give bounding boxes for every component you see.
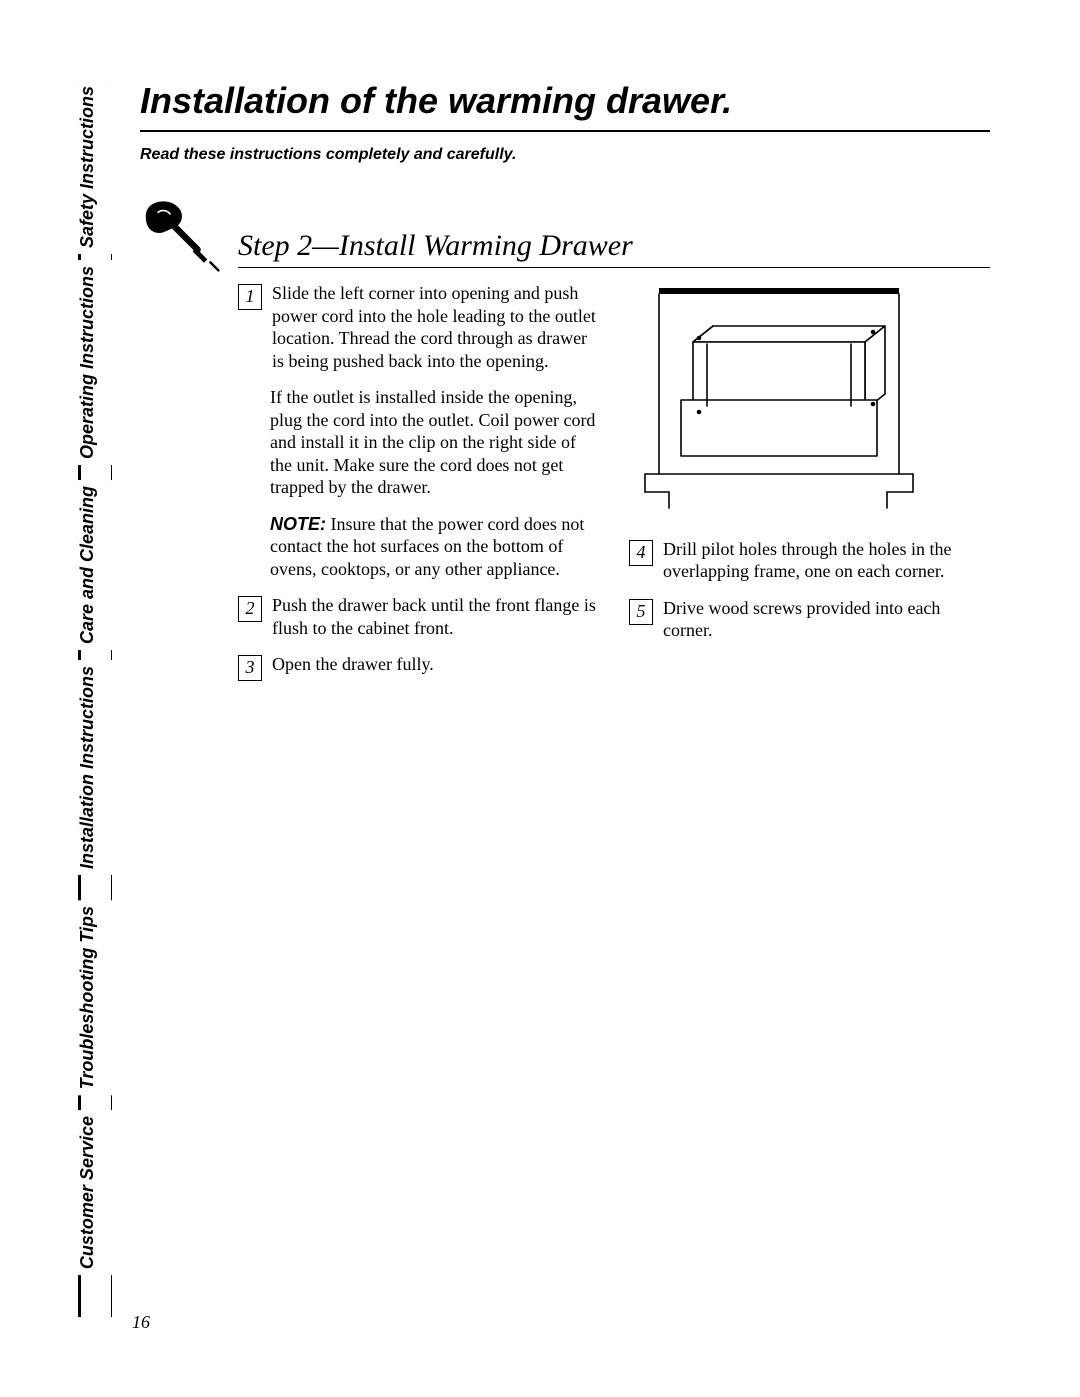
number-box: 5 — [629, 599, 653, 625]
number-box: 3 — [238, 655, 262, 681]
screwdriver-icon — [140, 192, 220, 272]
number-box: 1 — [238, 284, 262, 310]
step-5: 5 Drive wood screws provided into each c… — [629, 597, 990, 642]
tab-care-cleaning: Care and Cleaning — [77, 480, 115, 650]
page-title: Installation of the warming drawer. — [140, 80, 990, 132]
step-5-text: Drive wood screws provided into each cor… — [663, 597, 990, 642]
two-column-body: 1 Slide the left corner into opening and… — [238, 282, 990, 695]
number-box: 2 — [238, 596, 262, 622]
right-column: 4 Drill pilot holes through the holes in… — [629, 282, 990, 695]
tab-customer-service: Customer Service — [77, 1110, 115, 1275]
step-3: 3 Open the drawer fully. — [238, 653, 599, 681]
step-title: Step 2—Install Warming Drawer — [238, 229, 990, 268]
drawer-diagram — [629, 282, 990, 518]
tab-troubleshooting: Troubleshooting Tips — [77, 900, 115, 1095]
step-header: Step 2—Install Warming Drawer — [140, 192, 990, 272]
page-subtitle: Read these instructions completely and c… — [140, 146, 990, 164]
tab-installation: Installation Instructions — [77, 660, 115, 875]
step-4: 4 Drill pilot holes through the holes in… — [629, 538, 990, 583]
tab-safety: Safety Instructions — [77, 80, 115, 254]
step-1: 1 Slide the left corner into opening and… — [238, 282, 599, 372]
page-number: 16 — [132, 1312, 150, 1333]
number-box: 4 — [629, 540, 653, 566]
content-area: Installation of the warming drawer. Read… — [140, 80, 990, 695]
step-2: 2 Push the drawer back until the front f… — [238, 594, 599, 639]
step-1-text: Slide the left corner into opening and p… — [272, 282, 599, 372]
step-2-text: Push the drawer back until the front fla… — [272, 594, 599, 639]
note-paragraph: NOTE: Insure that the power cord does no… — [270, 513, 599, 581]
page: Safety Instructions Operating Instructio… — [0, 0, 1080, 1397]
tab-operating: Operating Instructions — [77, 260, 115, 465]
left-column: 1 Slide the left corner into opening and… — [238, 282, 599, 695]
step-4-text: Drill pilot holes through the holes in t… — [663, 538, 990, 583]
left-para-1: If the outlet is installed inside the op… — [270, 386, 599, 499]
side-tab-rail: Safety Instructions Operating Instructio… — [78, 80, 112, 1317]
step-3-text: Open the drawer fully. — [272, 653, 599, 676]
note-label: NOTE: — [270, 514, 326, 534]
